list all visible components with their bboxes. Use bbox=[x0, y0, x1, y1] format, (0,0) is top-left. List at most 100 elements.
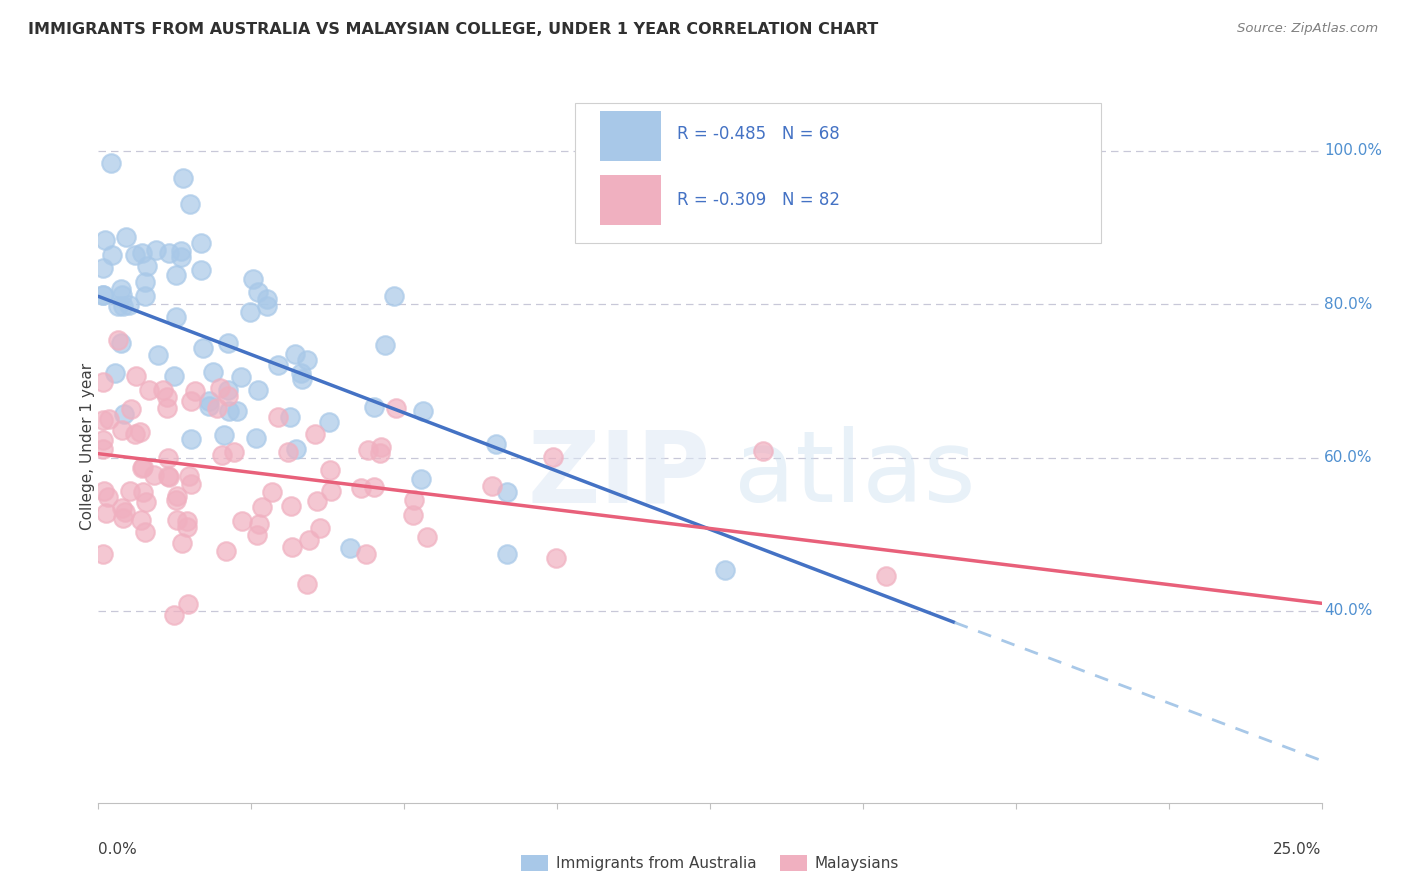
Point bbox=[281, 540, 304, 554]
Point bbox=[135, 260, 157, 274]
Point bbox=[384, 401, 406, 415]
Point bbox=[242, 272, 264, 286]
Point bbox=[155, 401, 177, 415]
Point bbox=[165, 268, 187, 282]
Point bbox=[541, 450, 564, 464]
Point bbox=[170, 250, 193, 264]
Point bbox=[146, 348, 169, 362]
Point bbox=[93, 484, 115, 499]
Point bbox=[180, 432, 202, 446]
Point bbox=[278, 410, 301, 425]
Point bbox=[91, 287, 114, 301]
Point bbox=[245, 432, 267, 446]
Point bbox=[131, 461, 153, 475]
Point bbox=[124, 427, 146, 442]
Point bbox=[112, 407, 135, 421]
Point bbox=[246, 528, 269, 542]
Point bbox=[319, 462, 342, 476]
Point bbox=[134, 289, 156, 303]
Point bbox=[134, 275, 156, 289]
Point bbox=[172, 170, 194, 185]
Point bbox=[165, 492, 187, 507]
Point bbox=[304, 426, 326, 441]
Point bbox=[156, 390, 179, 404]
Point bbox=[115, 230, 138, 244]
Point bbox=[166, 512, 188, 526]
Point bbox=[363, 400, 385, 414]
Text: 100.0%: 100.0% bbox=[1324, 143, 1382, 158]
Point bbox=[266, 358, 288, 372]
Point bbox=[291, 372, 314, 386]
Point bbox=[267, 409, 290, 424]
Point bbox=[752, 444, 775, 458]
Point bbox=[284, 442, 307, 456]
Point bbox=[117, 298, 139, 312]
Point bbox=[229, 369, 252, 384]
Point bbox=[112, 299, 135, 313]
Point bbox=[170, 244, 193, 258]
FancyBboxPatch shape bbox=[575, 103, 1101, 243]
FancyBboxPatch shape bbox=[600, 111, 661, 161]
Point bbox=[107, 299, 129, 313]
Point bbox=[120, 402, 142, 417]
Point bbox=[295, 353, 318, 368]
Point bbox=[256, 292, 278, 306]
Point bbox=[496, 485, 519, 500]
Point bbox=[166, 489, 188, 503]
Point bbox=[131, 246, 153, 260]
Point bbox=[318, 415, 340, 429]
Point bbox=[224, 445, 246, 459]
Point bbox=[138, 383, 160, 397]
Point bbox=[96, 507, 118, 521]
Point bbox=[179, 197, 201, 211]
Point bbox=[132, 459, 155, 474]
Point bbox=[208, 381, 231, 395]
Point bbox=[190, 263, 212, 277]
Legend: Immigrants from Australia, Malaysians: Immigrants from Australia, Malaysians bbox=[515, 849, 905, 877]
Text: Source: ZipAtlas.com: Source: ZipAtlas.com bbox=[1237, 22, 1378, 36]
Point bbox=[190, 235, 212, 250]
Point bbox=[110, 336, 132, 351]
Point bbox=[152, 383, 174, 397]
Point bbox=[546, 551, 568, 566]
Text: atlas: atlas bbox=[734, 426, 976, 523]
Point bbox=[217, 389, 239, 403]
Point bbox=[91, 412, 114, 426]
Text: 25.0%: 25.0% bbox=[1274, 842, 1322, 857]
Point bbox=[129, 425, 152, 439]
Point bbox=[363, 480, 385, 494]
Point bbox=[191, 341, 214, 355]
Point bbox=[290, 366, 312, 380]
Point bbox=[91, 442, 114, 456]
Point bbox=[260, 484, 283, 499]
Point bbox=[91, 261, 114, 276]
Point bbox=[176, 514, 198, 528]
Point bbox=[309, 521, 332, 535]
Point bbox=[198, 393, 221, 408]
Point bbox=[218, 403, 240, 417]
Text: R = -0.485   N = 68: R = -0.485 N = 68 bbox=[678, 125, 839, 143]
Point bbox=[94, 233, 117, 247]
Point bbox=[170, 535, 193, 549]
Point bbox=[212, 427, 235, 442]
Point bbox=[409, 472, 432, 486]
FancyBboxPatch shape bbox=[600, 175, 661, 225]
Point bbox=[111, 287, 134, 301]
Text: 80.0%: 80.0% bbox=[1324, 296, 1372, 311]
Point bbox=[214, 543, 236, 558]
Point bbox=[713, 563, 735, 577]
Point bbox=[165, 310, 187, 324]
Point bbox=[135, 495, 157, 509]
Point bbox=[247, 517, 270, 532]
Point bbox=[104, 366, 127, 380]
Point bbox=[98, 412, 121, 426]
Point bbox=[107, 334, 129, 348]
Point bbox=[91, 548, 114, 562]
Point bbox=[132, 485, 155, 500]
Point bbox=[211, 448, 233, 462]
Text: ZIP: ZIP bbox=[527, 426, 710, 523]
Point bbox=[145, 243, 167, 257]
Point bbox=[239, 304, 262, 318]
Point bbox=[319, 483, 342, 498]
Point bbox=[370, 440, 392, 454]
